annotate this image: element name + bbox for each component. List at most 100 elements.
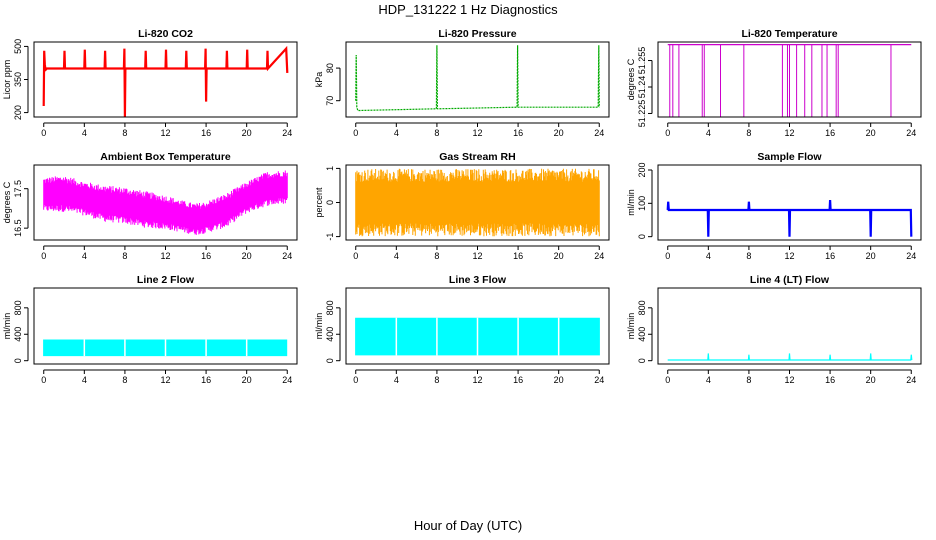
x-tick-label: 4 bbox=[706, 375, 711, 385]
data-layer bbox=[666, 199, 913, 237]
x-tick-label: 20 bbox=[554, 128, 564, 138]
figure-xlabel: Hour of Day (UTC) bbox=[413, 518, 523, 533]
x-tick-label: 0 bbox=[353, 251, 358, 261]
plot-frame bbox=[657, 287, 922, 365]
x-tick-label: 12 bbox=[784, 251, 794, 261]
plot-frame bbox=[345, 287, 610, 365]
panel-title: Ambient Box Temperature bbox=[100, 151, 231, 163]
series-line bbox=[355, 45, 600, 112]
y-axis-label: kPa bbox=[314, 72, 324, 88]
x-tick-label: 0 bbox=[665, 251, 670, 261]
x-tick-label: 24 bbox=[282, 251, 292, 261]
x-tick-label: 8 bbox=[122, 375, 127, 385]
series-line bbox=[666, 199, 913, 237]
x-tick-label: 16 bbox=[201, 375, 211, 385]
x-tick-label: 8 bbox=[746, 128, 751, 138]
series-band bbox=[355, 168, 600, 237]
y-tick-label: 800 bbox=[637, 300, 647, 315]
x-tick-label: 16 bbox=[201, 128, 211, 138]
panel-title: Sample Flow bbox=[757, 151, 822, 163]
y-tick-label: 0 bbox=[637, 358, 647, 363]
y-tick-label: 1 bbox=[325, 166, 335, 171]
panel-7: Line 2 Flow ml/min 0 4 8 12 16 20 24 0 400 800 bbox=[2, 274, 298, 385]
data-layer bbox=[667, 44, 912, 117]
x-tick-label: 16 bbox=[513, 128, 523, 138]
x-tick-label: 16 bbox=[513, 375, 523, 385]
x-tick-label: 12 bbox=[472, 375, 482, 385]
y-tick-label: 500 bbox=[13, 39, 23, 54]
panel-title: Li-820 Pressure bbox=[438, 28, 516, 40]
y-tick-label: 0 bbox=[325, 200, 335, 205]
y-tick-label: 100 bbox=[637, 196, 647, 211]
y-tick-label: 51.24 bbox=[637, 76, 647, 99]
y-tick-label: 0 bbox=[637, 234, 647, 239]
x-tick-label: 8 bbox=[122, 251, 127, 261]
y-tick-label: 800 bbox=[13, 300, 23, 315]
series-band bbox=[43, 170, 288, 235]
x-tick-label: 4 bbox=[82, 375, 87, 385]
x-tick-label: 4 bbox=[706, 128, 711, 138]
data-layer bbox=[355, 317, 600, 356]
y-tick-label: 51.255 bbox=[637, 47, 647, 75]
x-tick-label: 12 bbox=[160, 251, 170, 261]
x-tick-label: 24 bbox=[594, 251, 604, 261]
x-tick-label: 20 bbox=[866, 128, 876, 138]
x-tick-label: 0 bbox=[41, 251, 46, 261]
x-tick-label: 4 bbox=[82, 251, 87, 261]
x-tick-label: 8 bbox=[434, 251, 439, 261]
x-tick-label: 24 bbox=[906, 251, 916, 261]
x-tick-label: 24 bbox=[906, 128, 916, 138]
x-tick-label: 0 bbox=[41, 375, 46, 385]
y-axis-label: ml/min bbox=[626, 189, 636, 216]
x-tick-label: 4 bbox=[394, 128, 399, 138]
x-tick-label: 8 bbox=[122, 128, 127, 138]
x-tick-label: 8 bbox=[746, 251, 751, 261]
plot-frame bbox=[33, 164, 298, 241]
x-tick-label: 24 bbox=[282, 128, 292, 138]
y-tick-label: 400 bbox=[637, 327, 647, 342]
x-tick-label: 20 bbox=[866, 251, 876, 261]
panel-3: Li-820 Temperature degrees C 0 4 8 12 16 20 24 51… bbox=[626, 28, 922, 138]
x-tick-label: 20 bbox=[866, 375, 876, 385]
x-tick-label: 16 bbox=[825, 128, 835, 138]
data-layer bbox=[355, 168, 600, 237]
y-tick-label: 200 bbox=[637, 162, 647, 177]
x-tick-label: 12 bbox=[784, 375, 794, 385]
panel-6: Sample Flow ml/min 0 4 8 12 16 20 24 0 100 200 bbox=[626, 151, 922, 261]
y-tick-label: 400 bbox=[325, 327, 335, 342]
series-line bbox=[667, 353, 913, 361]
data-layer bbox=[667, 353, 913, 361]
figure-title: HDP_131222 1 Hz Diagnostics bbox=[378, 2, 558, 17]
y-tick-label: 80 bbox=[325, 63, 335, 73]
plot-frame bbox=[33, 41, 298, 118]
x-tick-label: 24 bbox=[282, 375, 292, 385]
x-tick-label: 16 bbox=[825, 251, 835, 261]
x-tick-label: 12 bbox=[472, 251, 482, 261]
y-axis-label: ml/min bbox=[314, 313, 324, 340]
y-tick-label: 0 bbox=[325, 358, 335, 363]
panel-title: Li-820 CO2 bbox=[138, 28, 193, 40]
x-tick-label: 20 bbox=[554, 375, 564, 385]
series-line bbox=[42, 45, 289, 117]
x-tick-label: 12 bbox=[160, 128, 170, 138]
panel-title: Line 3 Flow bbox=[449, 274, 507, 286]
data-layer bbox=[43, 170, 288, 235]
y-axis-label: Licor ppm bbox=[2, 60, 12, 100]
plot-frame bbox=[657, 41, 922, 118]
panel-title: Line 4 (LT) Flow bbox=[750, 274, 830, 286]
x-tick-label: 12 bbox=[472, 128, 482, 138]
x-tick-label: 8 bbox=[746, 375, 751, 385]
y-axis-label: percent bbox=[314, 187, 324, 218]
plot-frame bbox=[345, 41, 610, 118]
x-tick-label: 0 bbox=[353, 128, 358, 138]
x-tick-label: 0 bbox=[41, 128, 46, 138]
x-tick-label: 16 bbox=[201, 251, 211, 261]
plot-frame bbox=[657, 164, 922, 241]
x-tick-label: 20 bbox=[242, 251, 252, 261]
panel-1: Li-820 CO2 Licor ppm 0 4 8 12 16 20 24 200 350 500 bbox=[2, 28, 298, 138]
panel-title: Line 2 Flow bbox=[137, 274, 195, 286]
x-tick-label: 20 bbox=[242, 128, 252, 138]
y-tick-label: 0 bbox=[13, 358, 23, 363]
x-tick-label: 24 bbox=[594, 128, 604, 138]
